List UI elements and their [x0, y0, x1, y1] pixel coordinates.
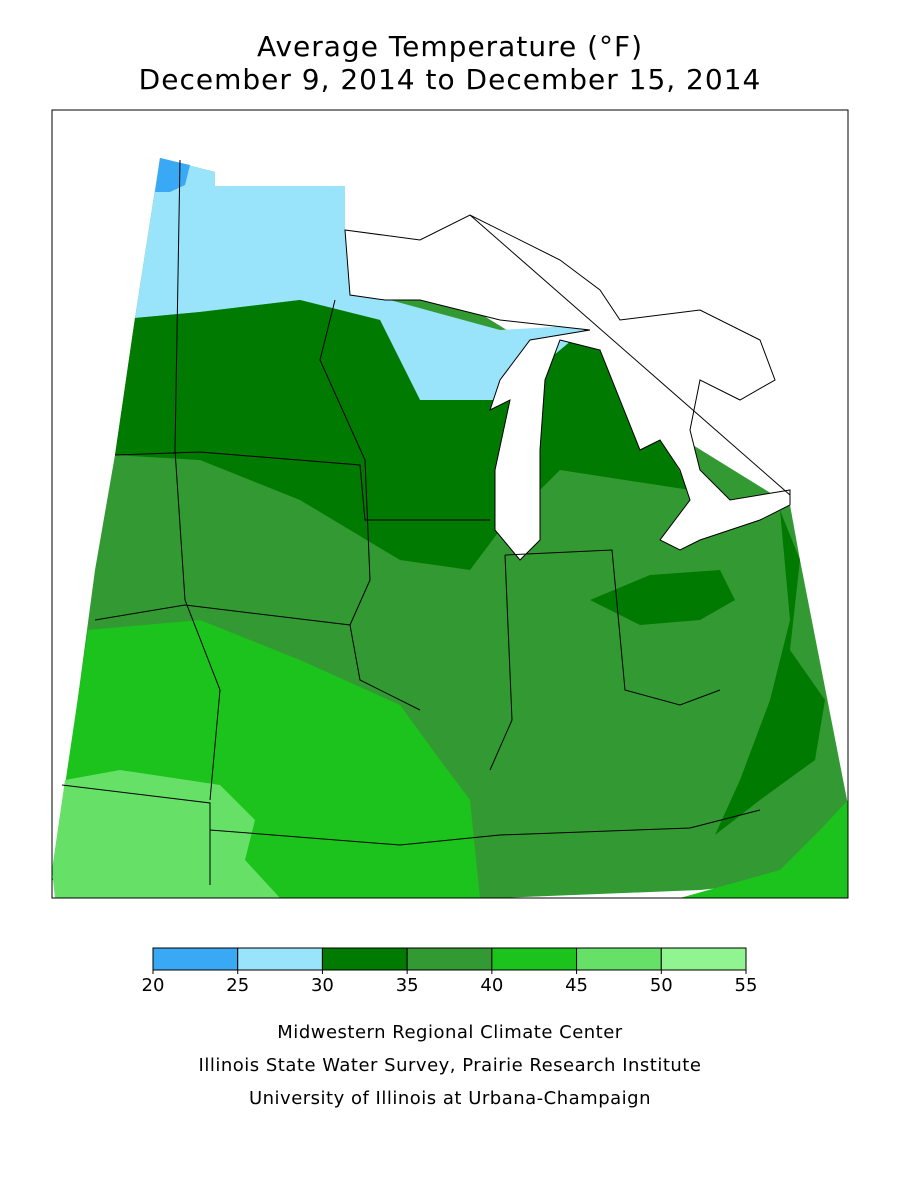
map-frame	[51, 109, 849, 899]
state-line	[114, 451, 490, 521]
legend-tick-label: 25	[226, 975, 249, 996]
legend-swatch	[152, 947, 239, 971]
legend: 20 25 30 35 40 45 50 55	[142, 947, 758, 996]
state-line	[504, 549, 721, 706]
legend-tick-label: 55	[735, 975, 758, 996]
state-line	[319, 299, 371, 626]
subtitle: December 9, 2014 to December 15, 2014	[139, 63, 762, 96]
state-line	[174, 159, 221, 801]
zone-20-25	[155, 158, 190, 192]
state-line	[489, 554, 513, 771]
state-line	[469, 214, 791, 496]
zone-30-35	[590, 570, 735, 625]
legend-swatch	[321, 947, 408, 971]
legend-swatch	[237, 947, 323, 971]
zone-30-35	[715, 510, 825, 835]
legend-tick-label: 50	[650, 975, 673, 996]
legend-tick-label: 45	[565, 975, 588, 996]
land-water-mask	[344, 214, 791, 561]
legend-tick-label: 40	[480, 975, 503, 996]
legend-swatch	[660, 947, 747, 971]
zone-40-45	[680, 800, 848, 898]
state-line	[209, 809, 761, 846]
credit-line: Midwestern Regional Climate Center	[277, 1022, 623, 1043]
legend-tick-label: 20	[142, 975, 165, 996]
legend-swatch	[491, 947, 578, 971]
map	[51, 109, 849, 899]
legend-tick-label: 30	[311, 975, 334, 996]
zone-45-50	[52, 770, 280, 898]
legend-tick-label: 35	[396, 975, 419, 996]
state-line	[61, 784, 211, 885]
credit-line: Illinois State Water Survey, Prairie Res…	[199, 1055, 702, 1076]
legend-swatch	[576, 947, 662, 971]
credit-line: University of Illinois at Urbana-Champai…	[249, 1088, 651, 1109]
legend-swatch	[406, 947, 493, 971]
title: Average Temperature (°F)	[257, 30, 643, 63]
